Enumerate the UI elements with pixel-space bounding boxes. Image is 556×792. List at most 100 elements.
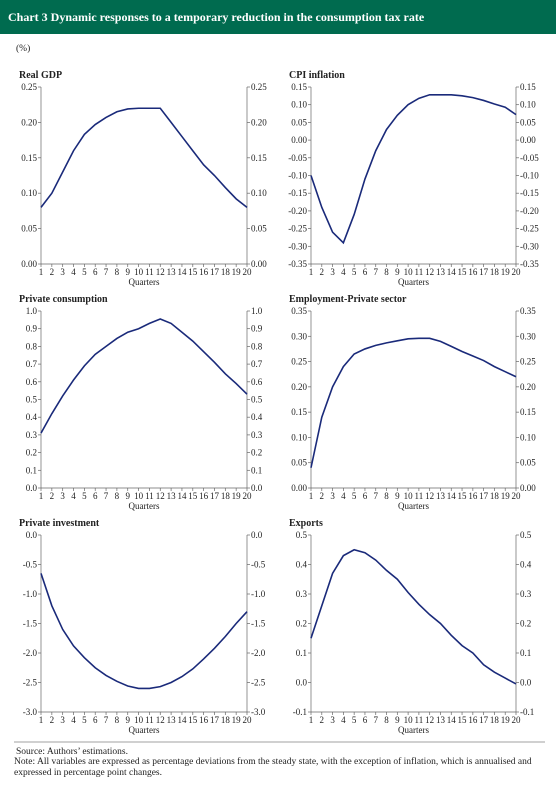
x-tick-label: 7 [104,491,109,501]
x-tick-label: 16 [468,491,478,501]
x-tick-label: 14 [447,715,457,725]
x-tick-label: 13 [167,267,177,277]
x-tick-label: 1 [309,491,314,501]
x-tick-label: 7 [104,267,109,277]
x-tick-label: 17 [479,491,489,501]
note: Note: All variables are expressed as per… [14,757,532,778]
y-tick-label: 0.20 [21,117,37,127]
y-tick-label: 1.0 [26,306,38,316]
x-tick-label: 15 [188,715,198,725]
x-tick-label: 8 [384,491,389,501]
y2-tick-label: 0.1 [251,465,262,475]
x-tick-label: 2 [320,715,325,725]
y-tick-label: 0.1 [26,465,37,475]
x-tick-label: 18 [490,715,500,725]
x-tick-label: 16 [199,267,209,277]
y2-tick-label: -0.10 [520,171,539,181]
x-tick-label: 14 [447,491,457,501]
x-tick-label: 15 [458,715,468,725]
x-tick-label: 10 [404,491,414,501]
x-tick-label: 12 [425,267,434,277]
y-tick-label: 0.10 [291,100,307,110]
x-tick-label: 10 [404,715,414,725]
x-tick-label: 14 [447,267,457,277]
x-tick-label: 6 [93,491,98,501]
x-tick-label: 4 [341,715,346,725]
y-tick-label: 0.0 [26,530,38,540]
x-tick-label: 17 [210,491,220,501]
y2-tick-label: 0.25 [520,357,536,367]
y-tick-label: 0.0 [296,678,308,688]
y-tick-label: -2.0 [23,648,38,658]
y2-tick-label: 0.15 [520,82,536,92]
x-tick-label: 11 [415,715,424,725]
y-tick-label: -2.5 [23,678,38,688]
y-tick-label: 0.00 [291,483,307,493]
x-tick-label: 17 [210,267,220,277]
y-tick-label: -3.0 [23,707,38,717]
x-tick-label: 6 [363,267,368,277]
series-line [40,318,248,434]
y2-tick-label: -2.0 [251,648,266,658]
x-tick-label: 20 [243,267,253,277]
x-tick-label: 10 [134,491,144,501]
x-tick-label: 12 [425,715,434,725]
x-tick-label: 1 [309,715,314,725]
x-tick-label: 1 [39,267,44,277]
y-tick-label: 0.5 [26,395,38,405]
y2-tick-label: -0.20 [520,206,539,216]
x-tick-label: 19 [232,715,242,725]
x-tick-label: 10 [134,267,144,277]
x-tick-label: 11 [415,491,424,501]
x-tick-label: 4 [71,267,76,277]
y-tick-label: -0.1 [293,707,307,717]
y2-tick-label: -0.15 [520,188,539,198]
y-tick-label: -0.10 [288,171,307,181]
x-tick-label: 19 [501,715,511,725]
x-tick-label: 14 [177,267,187,277]
x-tick-label: 19 [232,491,242,501]
x-tick-label: 8 [384,267,389,277]
x-tick-label: 9 [125,491,130,501]
y2-tick-label: 0.25 [251,82,267,92]
x-tick-label: 9 [125,715,130,725]
header-title: Chart 3 Dynamic responses to a temporary… [8,10,425,24]
x-tick-label: 4 [71,715,76,725]
y2-tick-label: 0.20 [520,382,536,392]
y2-tick-label: 0.30 [520,331,536,341]
y2-tick-label: 0.00 [520,483,536,493]
x-tick-label: 12 [156,267,165,277]
y2-tick-label: 0.05 [520,458,536,468]
y2-tick-label: 0.20 [251,117,267,127]
x-tick-label: 15 [188,491,198,501]
x-tick-label: 7 [373,491,378,501]
x-tick-label: 5 [82,491,87,501]
panel-title: Private consumption [19,294,108,305]
y2-tick-label: 0.0 [520,678,532,688]
y2-tick-label: 0.10 [251,188,267,198]
y-tick-label: -0.15 [288,188,307,198]
y2-tick-label: 0.10 [520,432,536,442]
y-tick-label: -1.0 [23,589,38,599]
y2-tick-label: 0.10 [520,100,536,110]
series-line [310,548,517,685]
y2-tick-label: 0.5 [520,530,532,540]
x-tick-label: 17 [479,715,489,725]
y2-tick-label: 0.2 [251,448,262,458]
y-tick-label: 0.7 [26,359,38,369]
x-tick-label: 18 [490,491,500,501]
y2-tick-label: -0.35 [520,259,539,269]
y-tick-label: 0.2 [296,619,307,629]
x-tick-label: 2 [320,491,325,501]
x-tick-label: 16 [468,267,478,277]
x-tick-label: 2 [50,491,55,501]
x-tick-label: 6 [363,491,368,501]
y-tick-label: 0.20 [291,382,307,392]
x-tick-label: 20 [243,715,253,725]
x-axis-label: Quarters [398,501,429,511]
y2-tick-label: -1.5 [251,619,266,629]
x-tick-label: 20 [512,491,522,501]
y-tick-label: 0.15 [291,407,307,417]
y2-tick-label: 0.2 [520,619,531,629]
y2-tick-label: -0.05 [520,153,539,163]
